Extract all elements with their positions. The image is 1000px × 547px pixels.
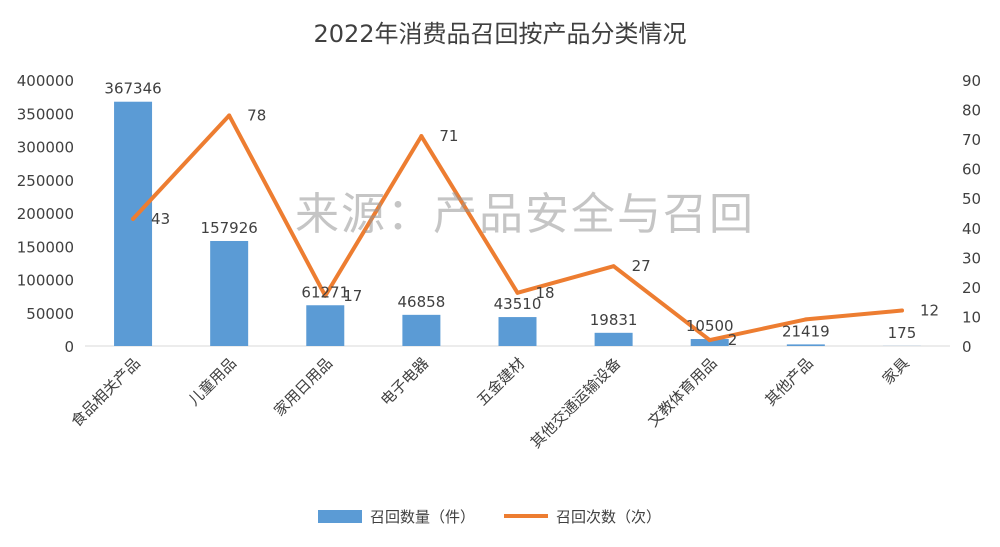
legend-swatch-bar <box>318 509 362 523</box>
legend-label-bar: 召回数量（件） <box>370 507 476 526</box>
x-tick-label: 其他产品 <box>761 354 816 409</box>
line-data-label: 43 <box>151 210 170 228</box>
y-right-tick-label: 70 <box>962 131 981 149</box>
y-right-tick-label: 0 <box>962 338 972 356</box>
y-right-tick-label: 20 <box>962 279 981 297</box>
line-data-label: 18 <box>536 284 555 302</box>
x-tick-label: 食品相关产品 <box>68 354 144 430</box>
bar-data-label: 43510 <box>494 295 542 313</box>
y-left-tick-label: 100000 <box>17 272 74 290</box>
y-right-tick-label: 60 <box>962 161 981 179</box>
chart-title: 2022年消费品召回按产品分类情况 <box>313 20 687 48</box>
bar-data-label: 157926 <box>201 219 258 237</box>
watermark-text: 来源：产品安全与召回 <box>295 189 755 240</box>
bar-data-label: 61271 <box>301 283 349 301</box>
y-right-tick-label: 10 <box>962 308 981 326</box>
bar <box>402 314 441 346</box>
y-left-tick-label: 200000 <box>17 205 74 223</box>
legend-swatch-line <box>504 514 548 518</box>
x-tick-label: 其他交通运输设备 <box>527 354 625 452</box>
line-data-label: 12 <box>920 302 939 320</box>
x-tick-label: 儿童用品 <box>185 354 240 409</box>
bar-data-label: 46858 <box>398 293 446 311</box>
y-left-tick-label: 300000 <box>17 139 74 157</box>
line-point <box>899 308 904 313</box>
y-left-tick-label: 350000 <box>17 105 74 123</box>
y-right-tick-label: 80 <box>962 102 981 120</box>
legend-item-bar: 召回数量（件） <box>318 506 475 526</box>
bar-data-label: 10500 <box>686 317 734 335</box>
y-left-tick-label: 250000 <box>17 172 74 190</box>
bar <box>786 344 825 346</box>
y-left-tick-label: 50000 <box>26 305 74 323</box>
line-data-label: 78 <box>247 106 266 124</box>
line-point <box>707 338 712 343</box>
bar <box>498 317 537 346</box>
line-point <box>611 264 616 269</box>
x-tick-label: 电子电器 <box>377 354 432 409</box>
y-right-tick-label: 30 <box>962 249 981 267</box>
bar <box>210 240 249 346</box>
y-left-tick-label: 150000 <box>17 238 74 256</box>
y-right-tick-label: 90 <box>962 72 981 90</box>
y-right-tick-label: 40 <box>962 220 981 238</box>
x-tick-label: 家用日用品 <box>270 354 336 420</box>
bar-data-label: 21419 <box>782 322 830 340</box>
bar-data-label: 367346 <box>104 80 161 98</box>
bar <box>114 101 153 347</box>
line-point <box>323 293 328 298</box>
line-data-label: 17 <box>343 287 362 305</box>
line-point <box>227 113 232 118</box>
legend-item-line: 召回次数（次） <box>504 506 661 526</box>
line-point <box>803 317 808 322</box>
line-data-label: 27 <box>632 257 651 275</box>
bar <box>306 305 345 346</box>
line-data-label: 2 <box>728 331 738 349</box>
x-tick-label: 家具 <box>879 354 913 388</box>
legend-label-line: 召回次数（次） <box>556 507 662 526</box>
bar-data-label: 19831 <box>590 311 638 329</box>
bar-data-label: 175 <box>888 324 917 342</box>
y-right-tick-label: 50 <box>962 190 981 208</box>
line-point <box>515 290 520 295</box>
line-data-label: 71 <box>439 127 458 145</box>
bar <box>690 339 729 346</box>
line-point <box>419 134 424 139</box>
y-left-tick-label: 0 <box>64 338 74 356</box>
bar <box>594 332 633 346</box>
line-point <box>131 216 136 221</box>
x-tick-label: 文教体育用品 <box>644 354 720 430</box>
x-tick-label: 五金建材 <box>473 354 528 409</box>
y-left-tick-label: 400000 <box>17 72 74 90</box>
